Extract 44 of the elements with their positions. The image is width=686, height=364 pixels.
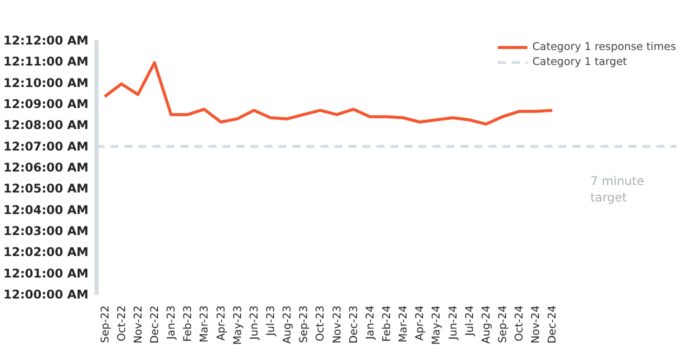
y-tick-label: 12:00:00 AM — [3, 288, 89, 302]
x-tick-label: Dec-23 — [346, 305, 360, 344]
text: 7 minute target — [590, 174, 644, 205]
x-tick-label: Apr-24 — [413, 305, 426, 341]
x-tick-label: May-24 — [430, 305, 443, 345]
x-tick-label: Nov-23 — [330, 305, 344, 344]
x-tick-label: Aug-23 — [280, 305, 294, 344]
x-tick-label: Jun-23 — [247, 305, 260, 341]
y-tick-label: 12:03:00 AM — [3, 224, 89, 238]
y-tick-label: 12:05:00 AM — [3, 182, 89, 196]
y-tick-label: 12:04:00 AM — [3, 202, 89, 217]
x-tick-label: Sep-22 — [98, 305, 112, 343]
x-tick-label: Sep-23 — [297, 305, 310, 343]
x-tick-label: Jul-24 — [462, 305, 476, 337]
x-tick-label: Sep-24 — [496, 305, 509, 343]
y-tick-label: 12:11:00 AM — [3, 54, 89, 69]
x-tick-label: Apr-23 — [214, 305, 228, 341]
x-tick-label: Dec-24 — [546, 305, 559, 344]
y-tick-label: 12:10:00 AM — [3, 76, 89, 90]
x-tick-label: Mar-24 — [396, 305, 410, 342]
x-tick-label: Jun-24 — [446, 305, 460, 341]
legend-label: Category 1 target — [532, 55, 627, 68]
x-tick-label: Mar-23 — [198, 305, 211, 342]
x-tick-label: Feb-23 — [181, 305, 194, 342]
y-tick-label: 12:07:00 AM — [3, 139, 89, 154]
legend-label: Category 1 response times — [532, 40, 676, 53]
x-tick-label: Oct-24 — [512, 305, 526, 342]
x-tick-label: Jan-24 — [363, 305, 376, 340]
x-tick-label: Feb-24 — [380, 305, 393, 342]
x-tick-label: Oct-23 — [314, 305, 327, 342]
y-tick-label: 12:01:00 AM — [3, 266, 89, 280]
y-tick-label: 12:02:00 AM — [3, 245, 89, 260]
x-tick-label: Aug-24 — [479, 305, 492, 344]
y-tick-label: 12:06:00 AM — [3, 160, 89, 174]
x-tick-label: Nov-22 — [131, 305, 144, 344]
x-tick-label: Jan-23 — [164, 305, 178, 340]
x-tick-label: May-23 — [230, 306, 244, 345]
y-tick-label: 12:08:00 AM — [3, 118, 89, 132]
x-tick-label: Dec-22 — [148, 305, 161, 344]
y-tick-label: 12:09:00 AM — [3, 97, 89, 111]
x-tick-label: Nov-24 — [529, 305, 542, 344]
x-tick-label: Jul-23 — [264, 305, 277, 337]
y-tick-label: 12:12:00 AM — [3, 34, 89, 48]
x-tick-label: Oct-22 — [114, 305, 128, 342]
